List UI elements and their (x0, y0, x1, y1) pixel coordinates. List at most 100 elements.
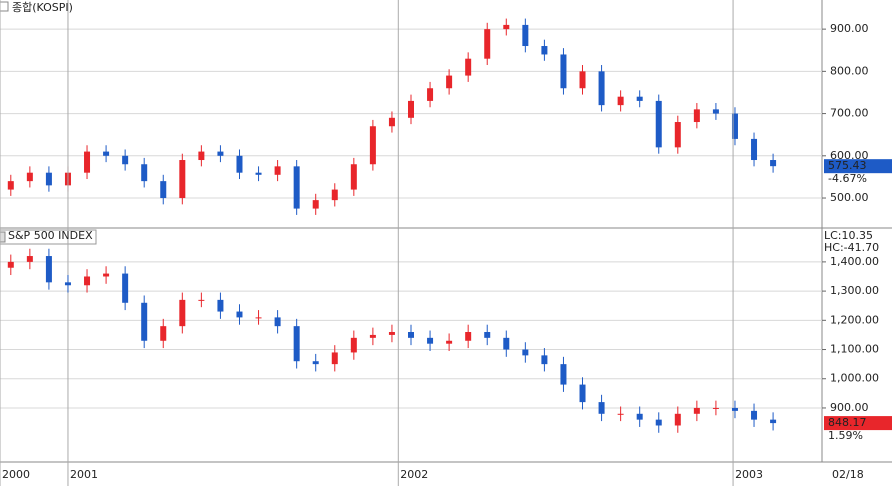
candle-body (217, 299, 224, 312)
candle-body (751, 410, 758, 420)
candle-body (446, 340, 453, 344)
candle-body (141, 164, 148, 182)
candle-body (655, 419, 662, 426)
candle-body (7, 261, 14, 268)
candle-body (350, 164, 357, 190)
candle-body (103, 273, 110, 277)
y-tick-label: 600.00 (830, 149, 869, 162)
candle-body (122, 273, 129, 303)
candle-body (408, 332, 414, 338)
candle-body (712, 109, 719, 114)
candle-body (465, 332, 472, 341)
y-tick-label: 1,200.00 (830, 313, 879, 326)
y-tick-label: 1,100.00 (830, 343, 879, 356)
candle-body (522, 349, 529, 356)
candle-body (617, 413, 624, 415)
candle-body (408, 100, 414, 118)
x-tick-label: 2002 (400, 468, 428, 481)
candle-body (503, 337, 510, 350)
change-label: -4.67% (828, 172, 867, 185)
panel-icon (0, 1, 9, 12)
panel-icon (0, 231, 6, 243)
candle-body (579, 71, 586, 89)
candle-body (236, 311, 243, 318)
candle-body (198, 151, 205, 161)
candle-body (541, 46, 548, 55)
panel-title: 종합(KOSPI) (12, 1, 73, 14)
candle-body (522, 24, 529, 47)
y-tick-label: 700.00 (830, 107, 869, 120)
y-tick-label: 900.00 (830, 22, 869, 35)
candle-body (45, 172, 52, 186)
annotation: LC:10.35 (824, 229, 873, 242)
candle-body (388, 332, 395, 335)
y-tick-label: 1,300.00 (830, 284, 879, 297)
candle-body (312, 200, 319, 209)
annotation: HC:-41.70 (824, 241, 879, 254)
candle-body (274, 317, 281, 327)
candle-body (274, 166, 281, 175)
last-price-label: 848.17 (828, 416, 867, 429)
y-tick-label: 1,400.00 (830, 255, 879, 268)
candle-body (388, 117, 395, 127)
candle-body (141, 302, 148, 341)
candle-body (369, 126, 376, 165)
candle-body (712, 407, 719, 409)
candle-body (160, 326, 167, 341)
candle-body (255, 317, 262, 319)
candle-body (45, 256, 52, 283)
candle-body (541, 355, 548, 365)
candle-body (598, 402, 605, 414)
y-tick-label: 800.00 (830, 64, 869, 77)
y-tick-label: 900.00 (830, 401, 869, 414)
candle-body (179, 299, 186, 327)
candle-body (293, 326, 300, 362)
candle-body (770, 419, 777, 424)
x-end-label: 02/18 (832, 468, 864, 481)
candle-body (26, 172, 33, 182)
candle-body (560, 54, 567, 89)
x-tick-label: 2001 (70, 468, 98, 481)
candle-body (7, 181, 14, 190)
candle-body (503, 24, 510, 30)
candle-body (636, 96, 643, 101)
candle-body (617, 96, 624, 106)
candle-body (350, 337, 357, 353)
candle-body (446, 75, 453, 89)
candle-body (122, 155, 129, 165)
candle-body (198, 299, 205, 301)
candle-body (26, 256, 33, 262)
candle-body (293, 166, 300, 209)
candle-body (579, 384, 586, 403)
candle-body (427, 337, 434, 344)
x-tick-label: 2000 (2, 468, 30, 481)
candle-body (693, 109, 700, 123)
candle-body (64, 282, 71, 286)
candle-body (484, 29, 491, 59)
y-tick-label: 500.00 (830, 191, 869, 204)
candle-body (731, 407, 738, 411)
last-price-label: 575.43 (828, 159, 867, 172)
y-tick-label: 1,000.00 (830, 372, 879, 385)
candle-body (255, 172, 262, 175)
candle-body (560, 364, 567, 385)
candle-body (751, 138, 758, 161)
candle-body (465, 58, 472, 76)
candle-body (731, 113, 738, 139)
panel-title: S&P 500 INDEX (8, 229, 93, 242)
candle-body (236, 155, 243, 173)
candle-body (331, 352, 338, 365)
candle-body (484, 332, 491, 338)
candle-body (770, 160, 777, 167)
candle-body (331, 189, 338, 201)
candle-body (636, 413, 643, 420)
last-price-box (824, 416, 892, 431)
candle-body (674, 413, 681, 426)
last-price-box (824, 159, 892, 174)
candle-body (693, 407, 700, 414)
candle-body (103, 151, 110, 156)
candle-body (674, 122, 681, 148)
candle-body (369, 334, 376, 338)
